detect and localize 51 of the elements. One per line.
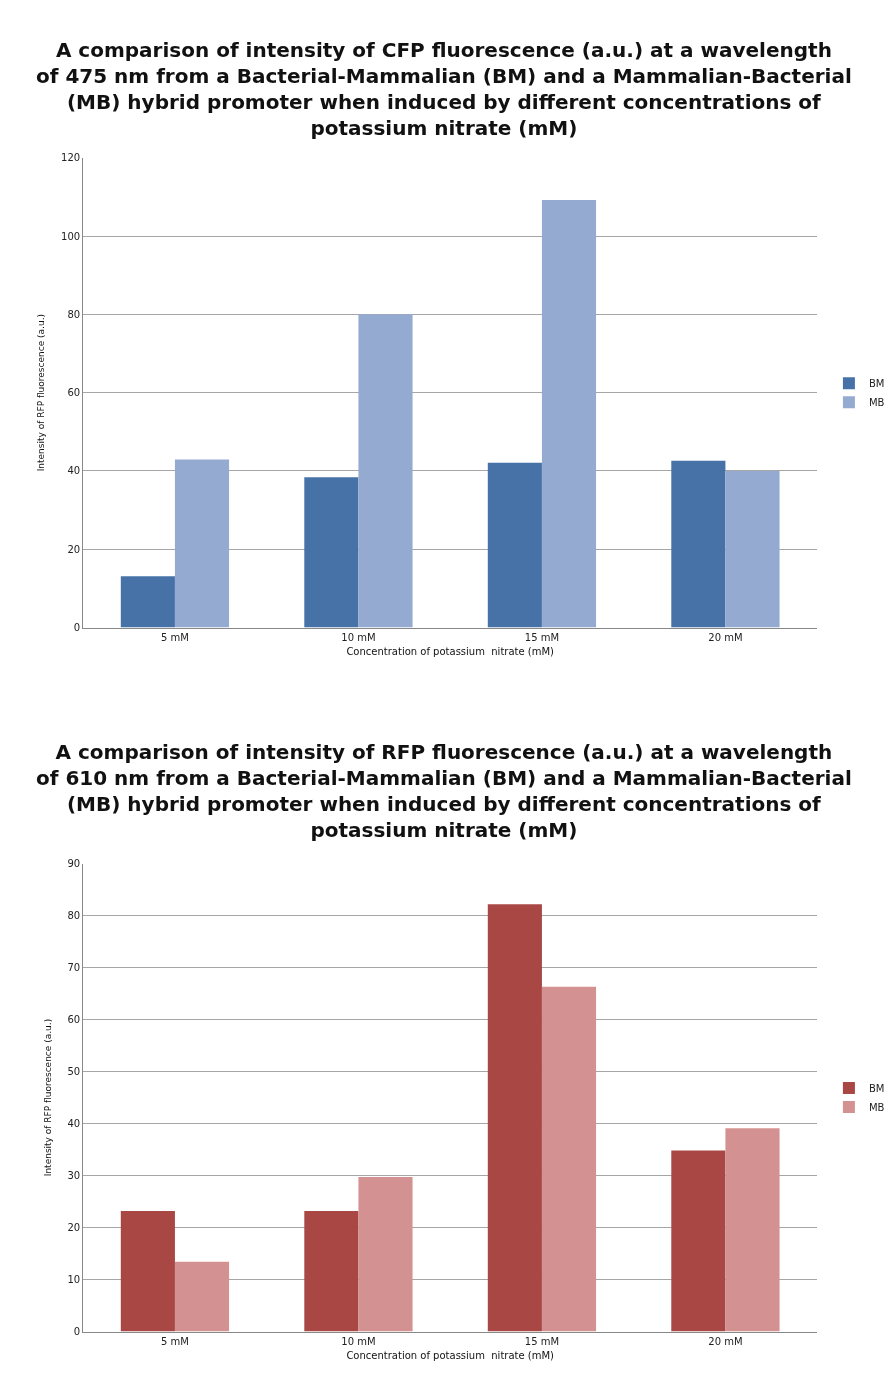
bar [725,470,780,628]
bar [358,1177,413,1332]
bar [671,1150,726,1332]
bar [358,314,413,628]
bar [304,477,359,628]
y-tick-label: 20 [67,543,81,555]
y-tick-label: 20 [67,1222,81,1234]
bar [174,459,230,628]
x-tick-label: 15 mM [524,1335,560,1347]
bar [174,1261,230,1332]
x-axis-title: Concentration of potassium nitrate (mM) [346,646,555,658]
y-tick-label: 30 [67,1170,81,1182]
y-axis-title: Intensity of RFP fluorescence (a.u.) [36,313,47,472]
y-tick-label: 100 [61,230,81,242]
chart-title: A comparison of intensity of CFP fluorescence (a.u.) at a wavelength of 475 nm from a Bacterial-Mammalian (BM) and a Mammalian-Bacterial (MB) hybrid promoter when induced by different concentrations of potassium nitrate (mM) [36,38,852,140]
y-tick-label: 40 [67,1118,81,1130]
bar [487,904,542,1332]
y-tick-label: 60 [67,1014,81,1026]
bar [725,1128,780,1332]
bar [487,462,542,628]
y-tick-label: 120 [61,152,81,164]
y-tick-label: 50 [67,1066,81,1078]
bar [120,1210,175,1332]
x-tick-label: 20 mM [708,1335,743,1347]
x-tick-label: 10 mM [341,631,376,643]
legend-label: MB [868,1101,885,1113]
y-tick-label: 60 [67,387,81,399]
x-tick-label: 5 mM [160,631,189,643]
x-tick-label: 15 mM [524,631,560,643]
bar [671,460,726,628]
y-tick-label: 40 [67,465,81,477]
legend-label: MB [868,397,885,409]
y-axis-title: Intensity of RFP fluorescence (a.u.) [42,1018,53,1177]
bar [304,1210,359,1332]
y-tick-label: 80 [67,308,81,320]
x-tick-label: 10 mM [341,1335,376,1347]
bar [541,199,597,628]
y-tick-label: 0 [73,1326,81,1338]
x-tick-label: 20 mM [708,631,743,643]
y-tick-label: 70 [67,962,81,974]
legend-label: BM [868,1082,885,1094]
bar [120,576,175,628]
y-tick-label: 80 [67,910,81,922]
y-tick-label: 0 [73,622,81,634]
y-tick-label: 90 [67,858,81,870]
legend-label: BM [868,378,885,390]
x-tick-label: 5 mM [160,1335,189,1347]
bar [541,986,597,1332]
x-axis-title: Concentration of potassium nitrate (mM) [346,1350,555,1362]
y-tick-label: 10 [67,1274,81,1286]
chart-title: A comparison of intensity of RFP fluorescence (a.u.) at a wavelength of 610 nm from a Bacterial-Mammalian (BM) and a Mammalian-Bacterial (MB) hybrid promoter when induced by different concentrations of potassium nitrate (mM) [36,740,852,842]
